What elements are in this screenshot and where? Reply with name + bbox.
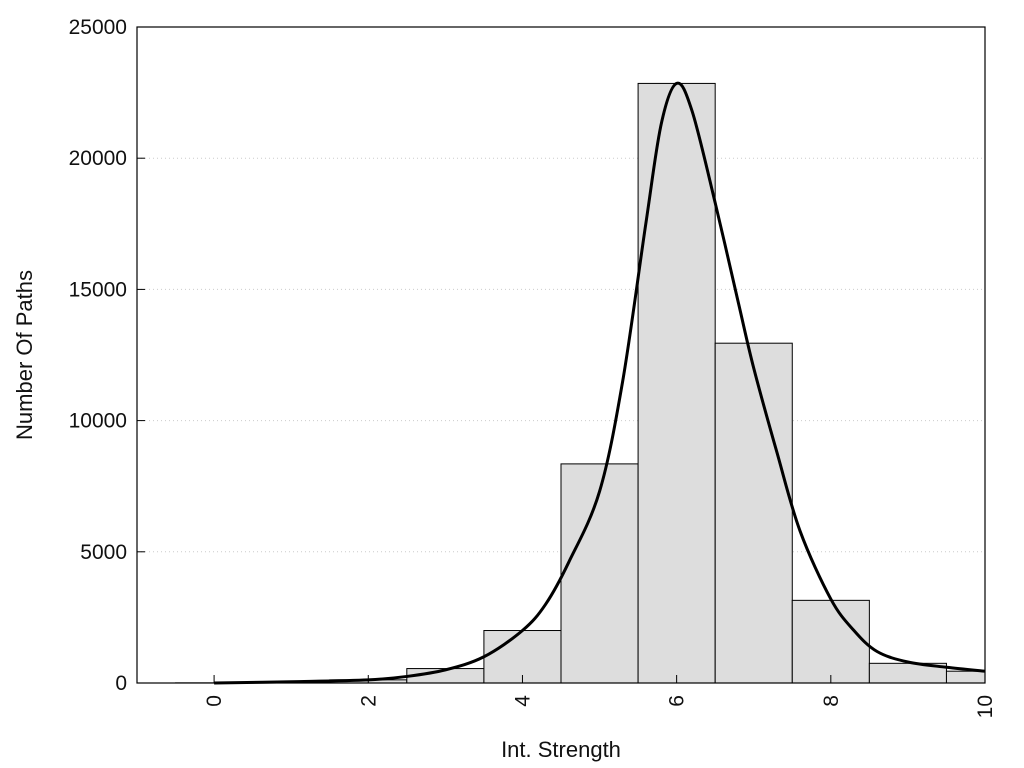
y-tick-label: 15000 <box>69 278 127 301</box>
x-tick-label: 10 <box>974 695 997 718</box>
y-tick-label: 25000 <box>69 16 127 39</box>
y-axis-ticks: 0 5000 10000 15000 20000 25000 <box>69 16 145 695</box>
histogram-bars <box>175 82 985 683</box>
y-tick-label: 10000 <box>69 410 127 433</box>
x-tick-label: 4 <box>511 695 534 707</box>
x-axis-ticks: 0 2 4 6 8 10 <box>203 675 997 718</box>
y-axis-title: Number Of Paths <box>12 270 37 440</box>
y-tick-label: 20000 <box>69 147 127 170</box>
x-tick-label: 6 <box>666 695 689 707</box>
fit-curve-layer <box>214 81 986 685</box>
histogram-bar <box>637 82 716 683</box>
x-axis-title: Int. Strength <box>501 737 621 762</box>
x-tick-label: 8 <box>820 695 843 707</box>
fit-curve <box>214 81 986 685</box>
x-tick-label: 2 <box>357 695 380 707</box>
plot-frame <box>136 26 986 684</box>
histogram-bar <box>560 463 639 683</box>
x-tick-label: 0 <box>203 695 226 707</box>
histogram-bar <box>714 342 793 683</box>
y-tick-label: 5000 <box>80 541 127 564</box>
histogram-bar <box>791 599 870 683</box>
y-tick-label: 0 <box>115 672 127 695</box>
